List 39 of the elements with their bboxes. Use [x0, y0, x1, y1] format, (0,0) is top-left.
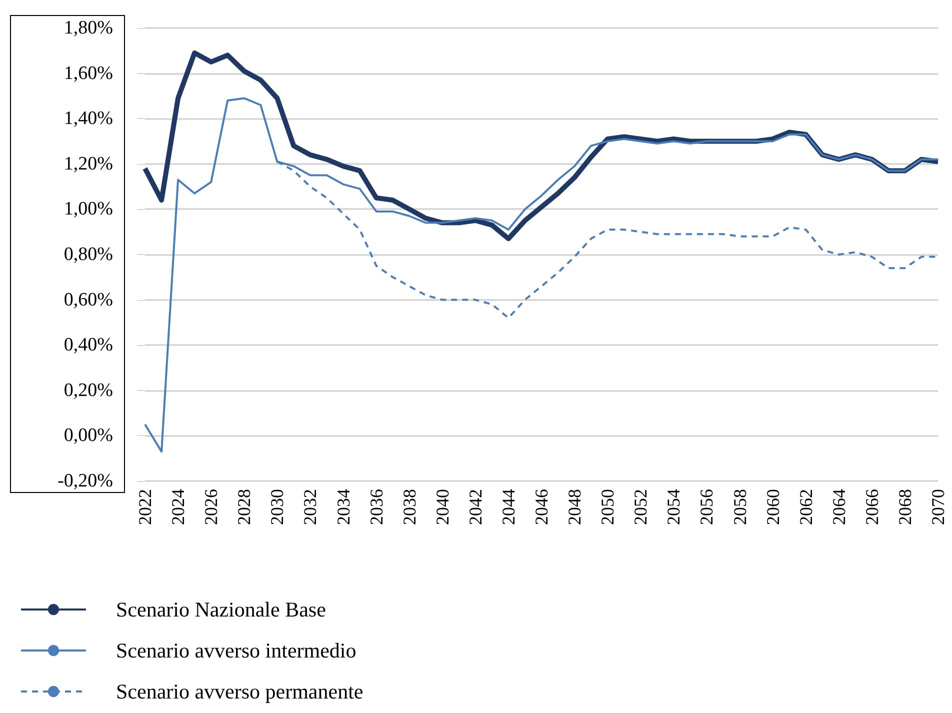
x-tick-label: 2042: [465, 489, 486, 525]
x-tick-label: 2070: [928, 489, 948, 525]
y-tick-label: 1,40%: [64, 108, 114, 130]
x-tick-label: 2058: [730, 489, 750, 525]
x-tick-label: 2046: [532, 489, 552, 525]
x-tick-label: 2032: [300, 489, 320, 525]
y-tick-label: -0,20%: [58, 470, 114, 492]
x-tick-label: 2056: [696, 489, 717, 525]
x-tick-label: 2022: [135, 489, 155, 525]
x-tick-label: 2024: [168, 489, 188, 525]
y-tick-label: 0,40%: [64, 334, 114, 356]
x-tick-label: 2068: [894, 489, 915, 525]
x-tick-label: 2030: [267, 489, 288, 525]
x-tick-label: 2066: [862, 489, 882, 525]
x-tick-label: 2052: [630, 489, 651, 525]
y-tick-label: 0,80%: [64, 244, 114, 265]
x-tick-label: 2034: [333, 489, 354, 525]
y-tick-label: 1,60%: [64, 62, 114, 84]
x-tick-label: 2064: [828, 489, 849, 525]
y-tick-label: 0,00%: [64, 425, 114, 446]
x-tick-label: 2062: [796, 489, 816, 525]
y-tick-label: 1,80%: [64, 18, 114, 38]
y-tick-label: 0,20%: [64, 380, 114, 401]
x-tick-label: 2054: [664, 489, 684, 525]
x-tick-label: 2060: [762, 489, 783, 525]
x-tick-label: 2050: [598, 489, 618, 525]
x-tick-label: 2038: [399, 489, 420, 525]
legend-label: Scenario Nazionale Base: [116, 598, 326, 622]
x-tick-label: 2044: [498, 489, 518, 525]
y-tick-label: 1,00%: [64, 198, 114, 220]
legend-label: Scenario avverso permanente: [116, 680, 364, 704]
x-tick-label: 2028: [234, 489, 254, 525]
y-tick-label: 0,60%: [64, 289, 114, 310]
x-tick-label: 2048: [564, 489, 585, 525]
x-tick-label: 2040: [432, 489, 452, 525]
legend-label: Scenario avverso intermedio: [116, 638, 356, 662]
x-tick-label: 2036: [366, 489, 386, 525]
x-tick-label: 2026: [201, 489, 222, 525]
y-tick-label: 1,20%: [64, 153, 114, 174]
